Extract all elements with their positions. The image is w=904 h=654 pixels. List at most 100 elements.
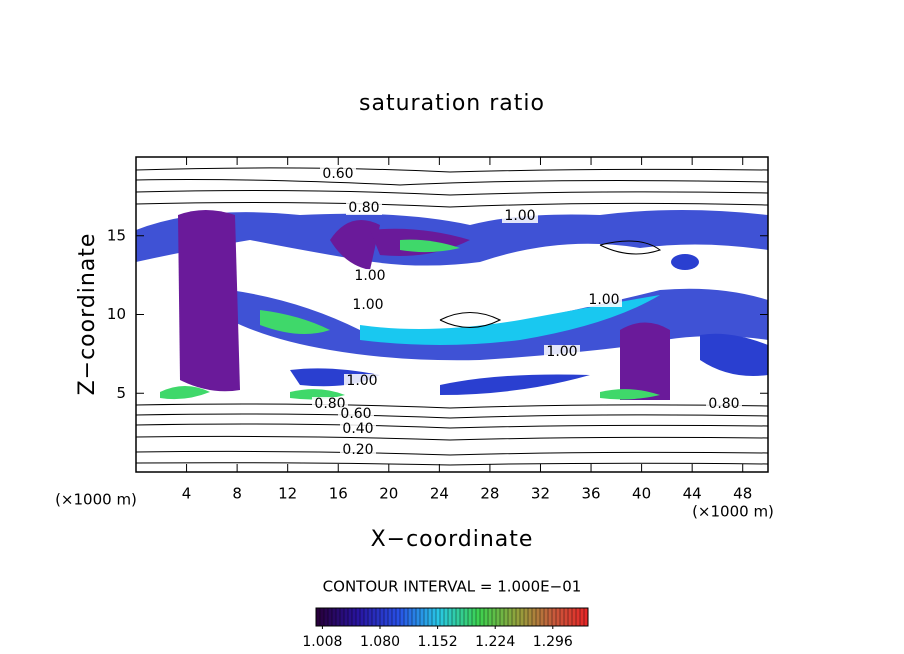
colorbar-cell [456,608,461,626]
contour-label: 1.00 [504,208,535,224]
colorbar-cell [416,608,421,626]
chart-title: saturation ratio [359,91,545,116]
colorbar-tick-label: 1.152 [418,634,458,650]
contour-label: 0.60 [340,406,371,422]
colorbar-cell [372,608,377,626]
colorbar-cell [488,608,493,626]
colorbar-cell [336,608,341,626]
colorbar-cell [512,608,517,626]
colorbar-cell [324,608,329,626]
colorbar-tick-label: 1.080 [360,634,400,650]
colorbar-cell [440,608,445,626]
x-tick-label: 12 [278,485,297,503]
contour-label-bg [340,443,376,457]
contour-label-bg [586,293,622,307]
colorbar-cell [384,608,389,626]
colorbar-cell [376,608,381,626]
contour-label-bg [340,422,376,436]
x-tick-label: 4 [182,485,192,503]
colorbar-cell [404,608,409,626]
contour-label: 1.00 [352,297,383,313]
colorbar-cell [500,608,505,626]
colorbar-cell [360,608,365,626]
x-tick-label: 24 [430,485,449,503]
colorbar-cell [584,608,589,626]
colorbar-cell [368,608,373,626]
colorbar-cell [560,608,565,626]
colorbar-cell [544,608,549,626]
colorbar-cell [564,608,569,626]
x-unit-label: (×1000 m) [692,503,774,521]
y-tick-label: 10 [107,305,126,323]
x-tick-label: 8 [232,485,242,503]
x-tick-label: 16 [329,485,348,503]
contour-label-bg [502,209,538,223]
x-tick-label: 28 [480,485,499,503]
colorbar-cell [504,608,509,626]
colorbar-cell [448,608,453,626]
colorbar-cell [556,608,561,626]
colorbar-cell [364,608,369,626]
colorbar-cell [536,608,541,626]
colorbar-cell [436,608,441,626]
colorbar-cell [580,608,585,626]
colorbar-cell [520,608,525,626]
contour-label: 1.00 [346,373,377,389]
colorbar-cell [492,608,497,626]
colorbar-cell [484,608,489,626]
colorbar-cell [420,608,425,626]
colorbar-cell [328,608,333,626]
colorbar-cell [464,608,469,626]
contour-label: 1.00 [588,292,619,308]
colorbar-cell [320,608,325,626]
colorbar-cell [388,608,393,626]
colorbar-cell [316,608,321,626]
colorbar-cell [472,608,477,626]
colorbar-cell [548,608,553,626]
y-tick-label: 15 [107,226,126,244]
colorbar-frame [315,607,589,627]
x-tick-label: 32 [531,485,550,503]
contour-label-bg [338,407,374,421]
colorbar-cell [452,608,457,626]
x-tick-label: 40 [632,485,651,503]
colorbar-cell [356,608,361,626]
colorbar-cell [444,608,449,626]
contour-label-bg [346,201,382,215]
contour-label: 0.80 [348,200,379,216]
colorbar-cell [508,608,513,626]
colorbar-tick-label: 1.224 [475,634,515,650]
colorbar-cell [568,608,573,626]
contour-label: 0.20 [342,442,373,458]
colorbar-cell [400,608,405,626]
contour-label: 0.60 [322,166,353,182]
contour-interval: CONTOUR INTERVAL = 1.000E−01 [323,578,582,596]
contour-label-bg [344,374,380,388]
colorbar-tick-label: 1.296 [533,634,573,650]
x-tick-label: 36 [581,485,600,503]
x-axis-label: X−coordinate [371,527,534,552]
x-tick-label: 44 [683,485,702,503]
colorbar-cell [332,608,337,626]
colorbar-cell [432,608,437,626]
colorbar-cell [572,608,577,626]
y-tick-label: 5 [116,384,126,402]
colorbar-cell [468,608,473,626]
colorbar-cell [428,608,433,626]
colorbar-cell [424,608,429,626]
colorbar-cell [532,608,537,626]
colorbar-cell [408,608,413,626]
contour-label: 1.00 [546,344,577,360]
colorbar-cell [340,608,345,626]
contour-label-bg [320,167,356,181]
contour-label-bg [352,269,388,283]
x-tick-label: 48 [733,485,752,503]
contour-label: 0.40 [342,421,373,437]
colorbar-cell [460,608,465,626]
x-tick-label: 20 [379,485,398,503]
colorbar-cell [412,608,417,626]
colorbar-cell [396,608,401,626]
colorbar-cell [348,608,353,626]
colorbar-cell [516,608,521,626]
